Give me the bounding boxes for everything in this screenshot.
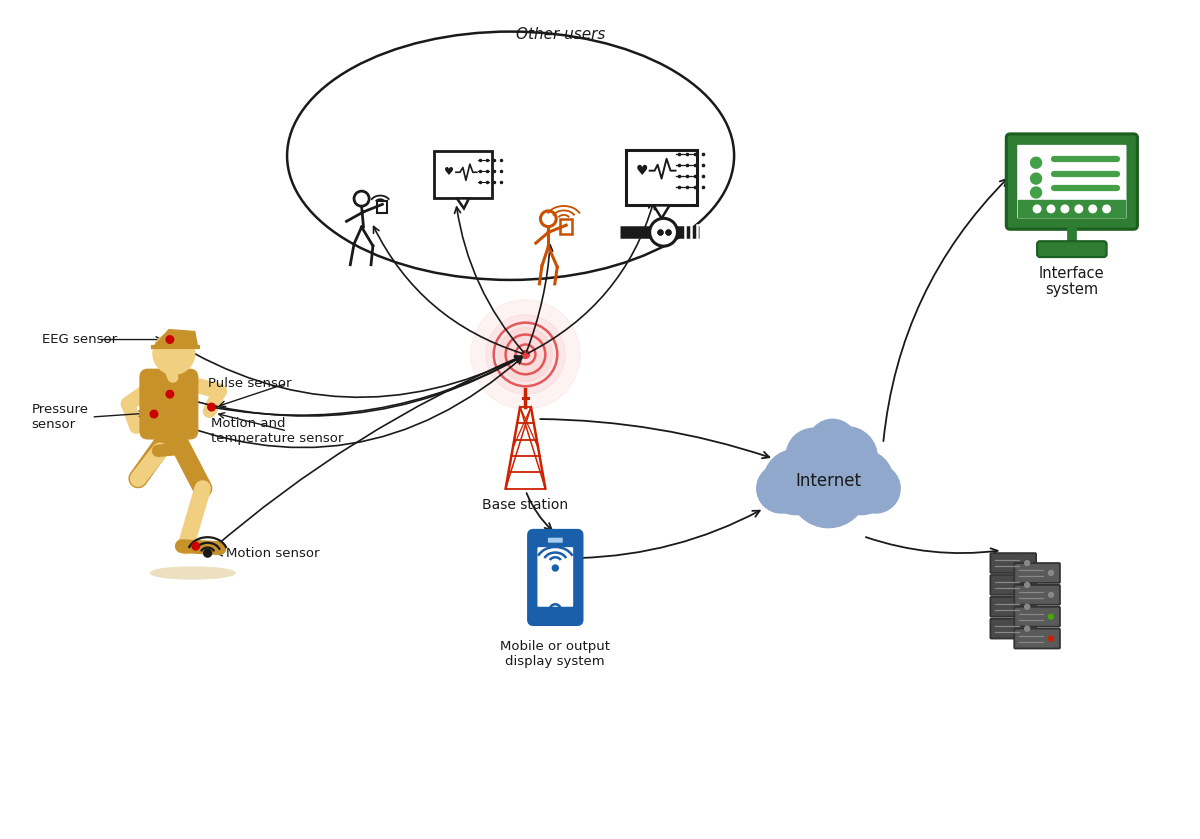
Circle shape	[152, 332, 194, 374]
Circle shape	[1088, 205, 1097, 212]
FancyBboxPatch shape	[1014, 585, 1060, 605]
FancyBboxPatch shape	[1014, 563, 1060, 583]
Circle shape	[1031, 187, 1042, 198]
FancyBboxPatch shape	[990, 597, 1036, 617]
Circle shape	[816, 427, 877, 488]
Circle shape	[1061, 205, 1069, 212]
Circle shape	[1031, 157, 1042, 168]
FancyBboxPatch shape	[140, 369, 198, 439]
Circle shape	[552, 565, 558, 571]
Circle shape	[1033, 205, 1040, 212]
Text: Mobile or output
display system: Mobile or output display system	[500, 639, 611, 668]
FancyBboxPatch shape	[990, 553, 1036, 573]
Text: ♥: ♥	[444, 167, 454, 177]
Circle shape	[649, 218, 678, 246]
Polygon shape	[654, 206, 670, 218]
Circle shape	[204, 550, 211, 557]
FancyBboxPatch shape	[1007, 134, 1138, 229]
Circle shape	[499, 327, 552, 381]
Bar	[1019, 201, 1126, 217]
Circle shape	[763, 450, 828, 514]
FancyBboxPatch shape	[434, 151, 492, 199]
Text: Base station: Base station	[482, 498, 569, 513]
Circle shape	[1049, 571, 1054, 576]
Circle shape	[166, 390, 174, 398]
Bar	[377, 201, 388, 213]
FancyBboxPatch shape	[528, 530, 582, 624]
Text: Pulse sensor: Pulse sensor	[208, 377, 292, 390]
Text: Internet: Internet	[796, 472, 862, 490]
Text: EEG sensor: EEG sensor	[42, 333, 116, 346]
Circle shape	[1025, 560, 1030, 565]
FancyBboxPatch shape	[1014, 628, 1060, 649]
FancyBboxPatch shape	[548, 538, 563, 543]
Text: ♥: ♥	[636, 164, 648, 178]
Text: Motion sensor: Motion sensor	[227, 547, 320, 560]
Circle shape	[1048, 205, 1055, 212]
Circle shape	[1049, 636, 1054, 641]
Circle shape	[208, 404, 215, 411]
Circle shape	[166, 336, 174, 343]
Circle shape	[1103, 205, 1110, 212]
Text: Motion and
temperature sensor: Motion and temperature sensor	[210, 417, 343, 445]
Text: Interface: Interface	[1039, 266, 1105, 281]
Bar	[767, 484, 889, 529]
Bar	[560, 219, 571, 234]
Circle shape	[1075, 205, 1082, 212]
Circle shape	[1049, 614, 1054, 619]
Text: system: system	[1045, 282, 1098, 297]
Circle shape	[757, 464, 805, 513]
Circle shape	[790, 450, 868, 528]
Circle shape	[1025, 604, 1030, 609]
Polygon shape	[457, 199, 469, 208]
Circle shape	[1025, 626, 1030, 631]
FancyBboxPatch shape	[1014, 607, 1060, 627]
Circle shape	[851, 464, 900, 513]
Circle shape	[1025, 582, 1030, 587]
Circle shape	[150, 410, 157, 418]
FancyBboxPatch shape	[1037, 241, 1106, 257]
Circle shape	[522, 351, 529, 358]
FancyBboxPatch shape	[538, 547, 574, 607]
Circle shape	[192, 542, 199, 550]
FancyBboxPatch shape	[990, 575, 1036, 595]
Circle shape	[1031, 173, 1042, 184]
Circle shape	[1049, 592, 1054, 597]
Circle shape	[808, 420, 857, 468]
FancyBboxPatch shape	[626, 150, 697, 206]
Ellipse shape	[150, 567, 235, 579]
FancyBboxPatch shape	[1018, 145, 1127, 218]
Circle shape	[828, 450, 894, 514]
Circle shape	[470, 300, 580, 409]
Text: Pressure
sensor: Pressure sensor	[31, 403, 89, 431]
Text: Other users: Other users	[516, 27, 605, 42]
Circle shape	[786, 428, 841, 483]
Polygon shape	[152, 330, 198, 347]
FancyBboxPatch shape	[990, 618, 1036, 638]
Circle shape	[486, 315, 565, 394]
